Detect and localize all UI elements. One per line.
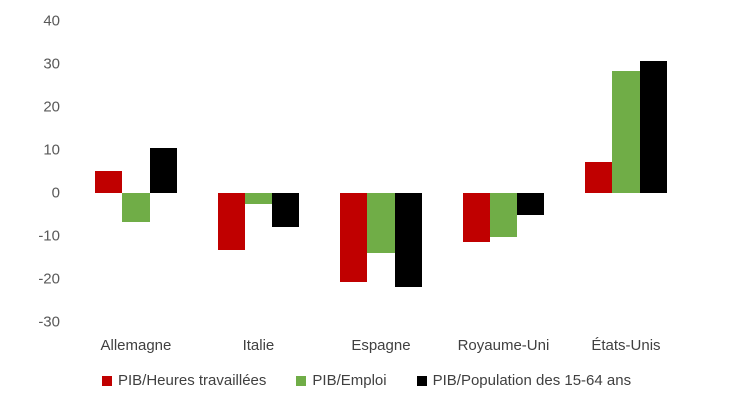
bar-italie-series-0 [217, 193, 245, 251]
legend-label: PIB/Heures travaillées [118, 372, 267, 389]
bar-royaume-uni-series-2 [517, 193, 545, 216]
x-category-label: Allemagne [100, 337, 172, 354]
legend-item: PIB/Heures travaillées [102, 372, 266, 389]
y-tick-label: -30 [38, 313, 60, 331]
x-category-label: Espagne [351, 337, 411, 354]
y-tick-label: 0 [51, 184, 60, 202]
bar-italie-series-1 [244, 193, 273, 204]
legend-item: PIB/Population des 15-64 ans [416, 372, 632, 389]
legend-swatch-icon [416, 375, 427, 386]
bar-allemagne-series-2 [149, 148, 177, 193]
bar-allemagne-series-1 [122, 193, 150, 222]
y-tick-label: 30 [43, 55, 60, 73]
x-category-label: États-Unis [591, 337, 661, 354]
bar--tats-unis-series-1 [612, 70, 640, 193]
y-tick-label: -20 [38, 270, 60, 288]
bar--tats-unis-series-0 [585, 162, 613, 193]
bar--tats-unis-series-2 [639, 60, 667, 193]
bar-allemagne-series-0 [95, 171, 123, 193]
bar-espagne-series-0 [340, 193, 368, 282]
bar-royaume-uni-series-1 [489, 193, 518, 237]
y-tick-label: -10 [38, 227, 60, 245]
legend-label: PIB/Population des 15-64 ans [432, 372, 632, 389]
y-tick-label: 20 [43, 98, 60, 116]
legend-swatch-icon [296, 375, 307, 386]
legend-item: PIB/Emploi [296, 372, 387, 389]
x-category-label: Royaume-Uni [457, 337, 550, 354]
legend-swatch-icon [102, 375, 112, 386]
y-tick-label: 40 [43, 12, 60, 30]
bar-espagne-series-1 [367, 193, 395, 254]
legend-label: PIB/Emploi [312, 372, 387, 389]
legend: PIB/Heures travaillées PIB/Emploi PIB/Popu… [102, 372, 631, 389]
x-category-label: Italie [242, 337, 275, 354]
bar-italie-series-2 [272, 193, 300, 227]
bar-royaume-uni-series-0 [462, 193, 490, 243]
bar-espagne-series-2 [394, 193, 422, 287]
y-tick-label: 10 [43, 141, 60, 159]
